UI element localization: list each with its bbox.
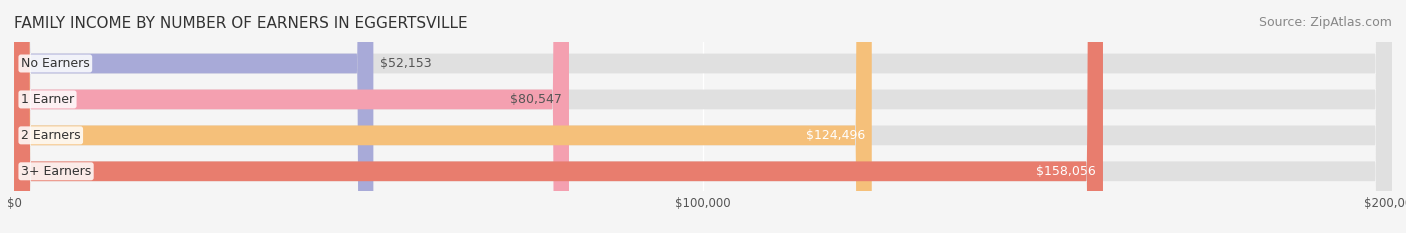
Text: $80,547: $80,547 (510, 93, 562, 106)
Text: Source: ZipAtlas.com: Source: ZipAtlas.com (1258, 16, 1392, 29)
FancyBboxPatch shape (14, 0, 1392, 233)
Text: 2 Earners: 2 Earners (21, 129, 80, 142)
FancyBboxPatch shape (14, 0, 1392, 233)
FancyBboxPatch shape (14, 0, 374, 233)
FancyBboxPatch shape (14, 0, 1392, 233)
FancyBboxPatch shape (14, 0, 872, 233)
Text: $52,153: $52,153 (380, 57, 432, 70)
FancyBboxPatch shape (14, 0, 1392, 233)
Text: $158,056: $158,056 (1036, 165, 1097, 178)
Text: 3+ Earners: 3+ Earners (21, 165, 91, 178)
FancyBboxPatch shape (14, 0, 1102, 233)
Text: $124,496: $124,496 (806, 129, 865, 142)
FancyBboxPatch shape (14, 0, 569, 233)
Text: FAMILY INCOME BY NUMBER OF EARNERS IN EGGERTSVILLE: FAMILY INCOME BY NUMBER OF EARNERS IN EG… (14, 16, 468, 31)
Text: 1 Earner: 1 Earner (21, 93, 75, 106)
Text: No Earners: No Earners (21, 57, 90, 70)
